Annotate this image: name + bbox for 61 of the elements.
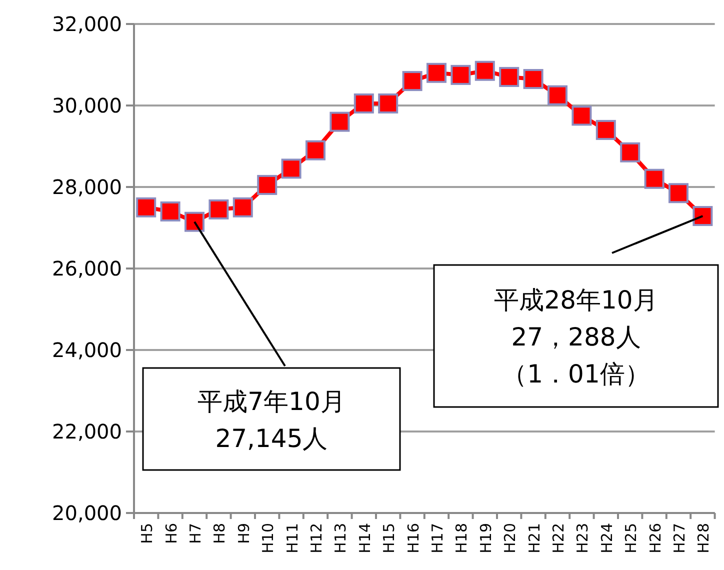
x-tick-label: H14 xyxy=(356,523,374,554)
point xyxy=(474,60,495,81)
annotation: 27,145人 xyxy=(215,424,328,453)
x-tick-label: H19 xyxy=(476,523,495,554)
point xyxy=(330,112,350,132)
x-tick-label: H27 xyxy=(670,523,688,554)
point xyxy=(160,201,180,222)
x-tick-label: H23 xyxy=(574,523,592,554)
y-tick-label: 22,000 xyxy=(52,420,122,444)
annotation: 平成28年10月 xyxy=(494,286,658,314)
point xyxy=(184,212,204,232)
y-tick-label: 32,000 xyxy=(52,12,122,36)
y-tick-label: 30,000 xyxy=(52,94,122,118)
x-tick-label: H7 xyxy=(186,523,204,544)
point xyxy=(354,93,374,114)
x-tick-label: H26 xyxy=(646,523,664,554)
y-tick-label: 24,000 xyxy=(52,338,122,362)
x-tick-label: H20 xyxy=(501,523,520,554)
x-tick-label: H11 xyxy=(283,523,302,554)
point xyxy=(450,64,471,85)
x-tick-label: H15 xyxy=(380,523,398,554)
point xyxy=(499,66,520,87)
point xyxy=(668,183,688,204)
point xyxy=(620,142,640,162)
point xyxy=(644,168,664,189)
point xyxy=(378,93,398,114)
annotation: 平成7年10月 xyxy=(198,387,346,416)
x-tick-label: H6 xyxy=(162,523,180,544)
x-tick-label: H21 xyxy=(525,523,544,554)
point xyxy=(232,197,253,218)
x-tick-label: H16 xyxy=(404,523,422,554)
point xyxy=(426,62,446,83)
point xyxy=(306,140,326,160)
x-tick-label: H5 xyxy=(138,523,156,544)
point xyxy=(281,158,302,179)
point xyxy=(596,120,616,140)
y-tick-label: 26,000 xyxy=(52,256,122,280)
point xyxy=(692,206,713,226)
x-tick-label: H9 xyxy=(234,523,253,544)
callout: 平成7年10月 27,145人 xyxy=(142,221,401,471)
point xyxy=(572,106,592,126)
x-tick-label: H25 xyxy=(622,523,640,554)
annotation: （1．01倍） xyxy=(502,360,650,388)
y-tick-label: 20,000 xyxy=(52,501,122,525)
x-tick-label: H13 xyxy=(332,523,350,554)
x-tick-label: H18 xyxy=(452,523,471,554)
point xyxy=(136,197,156,218)
x-tick-label: H17 xyxy=(428,523,446,554)
point xyxy=(548,85,568,106)
annotation: 27，288人 xyxy=(511,322,641,352)
y-tick-label: 28,000 xyxy=(52,175,122,199)
x-tick-label: H24 xyxy=(598,523,616,554)
x-tick-label: H12 xyxy=(308,523,326,554)
x-tick-label: H28 xyxy=(694,523,713,554)
point xyxy=(402,71,422,92)
point xyxy=(523,69,544,90)
x-tick-label: H22 xyxy=(550,523,568,554)
point xyxy=(208,199,229,220)
x-tick-label: H10 xyxy=(259,523,278,554)
x-tick-label: H8 xyxy=(210,523,229,544)
point xyxy=(257,174,278,195)
